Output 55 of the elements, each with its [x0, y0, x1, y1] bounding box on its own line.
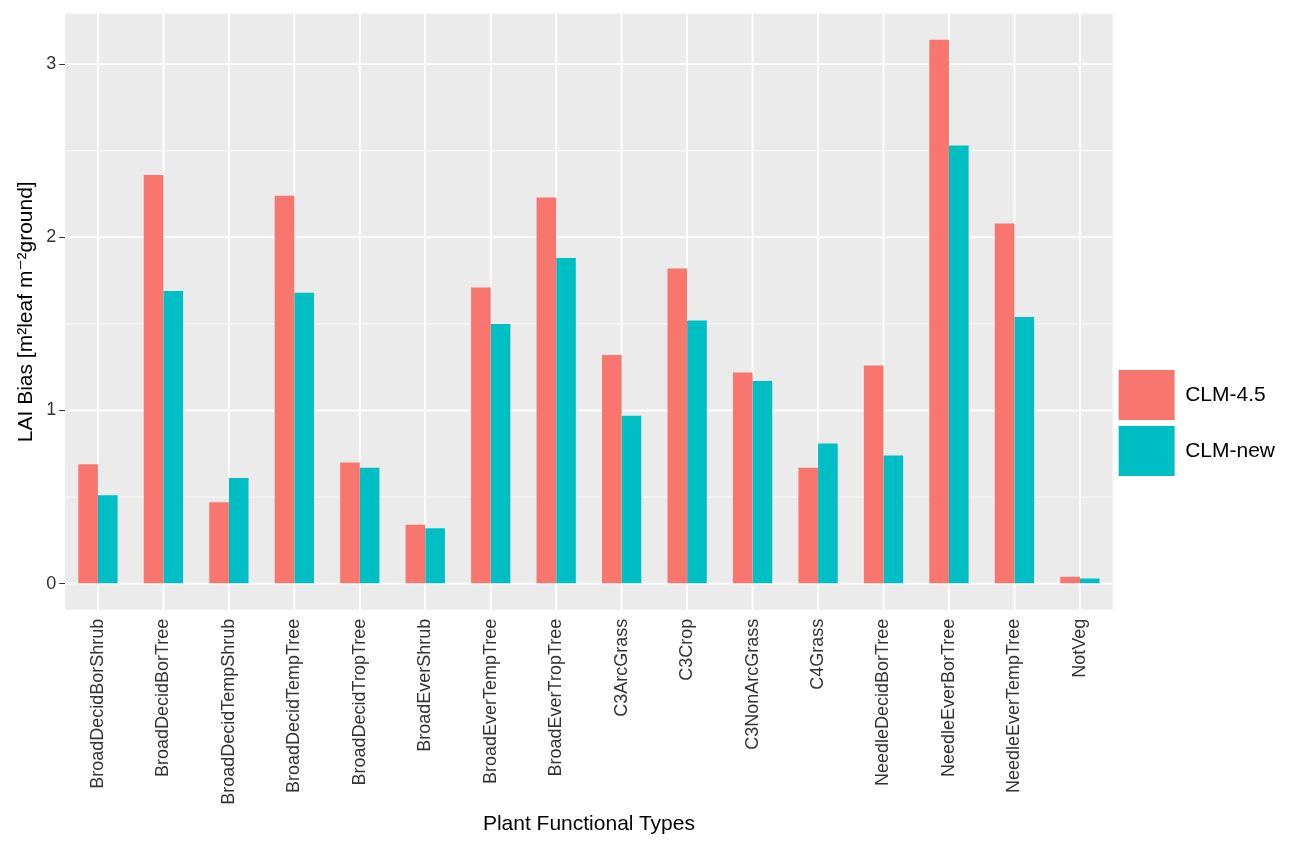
bar: [490, 323, 511, 584]
bar: [274, 195, 295, 584]
y-axis-title: LAI Bias [m²leaf m⁻²ground]: [13, 181, 37, 443]
x-tick-label: NeedleEverTempTree: [1003, 618, 1024, 794]
x-tick-label: BroadDecidTropTree: [348, 618, 369, 786]
bar: [883, 455, 904, 584]
x-axis-title: Plant Functional Types: [482, 811, 695, 835]
bar: [948, 145, 969, 584]
bar: [667, 268, 688, 584]
x-tick-label: NeedleDecidBorTree: [872, 618, 893, 787]
legend-label: CLM-4.5: [1185, 381, 1266, 405]
x-tick-label: BroadDecidTempShrub: [217, 618, 238, 805]
bar: [143, 174, 164, 584]
x-tick-label: BroadDecidBorTree: [152, 618, 173, 778]
y-tick-label: 2: [46, 226, 57, 247]
x-tick-label: C3ArcGrass: [610, 618, 631, 717]
x-tick-label: BroadDecidTempTree: [283, 618, 304, 794]
bar: [78, 464, 98, 584]
bar: [1060, 576, 1080, 584]
bar: [929, 39, 949, 584]
x-tick-label: NeedleEverBorTree: [937, 618, 958, 778]
bar: [621, 415, 642, 584]
bar: [732, 372, 753, 584]
x-tick-label: BroadEverTropTree: [545, 618, 566, 777]
y-tick-label: 3: [46, 53, 57, 73]
bar: [471, 287, 491, 584]
bar: [359, 467, 380, 584]
bar: [294, 292, 314, 584]
bar: [163, 290, 184, 584]
bar: [425, 528, 445, 584]
bar: [536, 197, 557, 584]
bar: [97, 495, 118, 584]
bar: [556, 258, 576, 584]
bar: [687, 320, 707, 584]
bar: [752, 381, 773, 584]
x-tick-label: NotVeg: [1068, 618, 1089, 678]
bar: [818, 443, 838, 584]
bar: [209, 502, 229, 584]
x-tick-label: C3NonArcGrass: [741, 618, 762, 750]
x-tick-label: BroadEverShrub: [414, 618, 435, 752]
bar: [798, 467, 819, 584]
bar: [1014, 316, 1035, 584]
bar: [863, 365, 884, 584]
x-tick-label: BroadEverTempTree: [479, 618, 500, 785]
bar: [602, 355, 622, 584]
bar: [994, 223, 1015, 584]
x-tick-label: C4Grass: [807, 618, 828, 690]
y-tick-label: 1: [46, 399, 57, 420]
x-tick-label: BroadDecidBorShrub: [86, 618, 107, 789]
legend-label: CLM-new: [1185, 437, 1276, 461]
bar: [228, 478, 249, 584]
x-tick-label: C3Crop: [676, 618, 697, 681]
bar: [405, 524, 426, 584]
bar: [340, 462, 360, 584]
y-tick-label: 0: [46, 572, 57, 593]
